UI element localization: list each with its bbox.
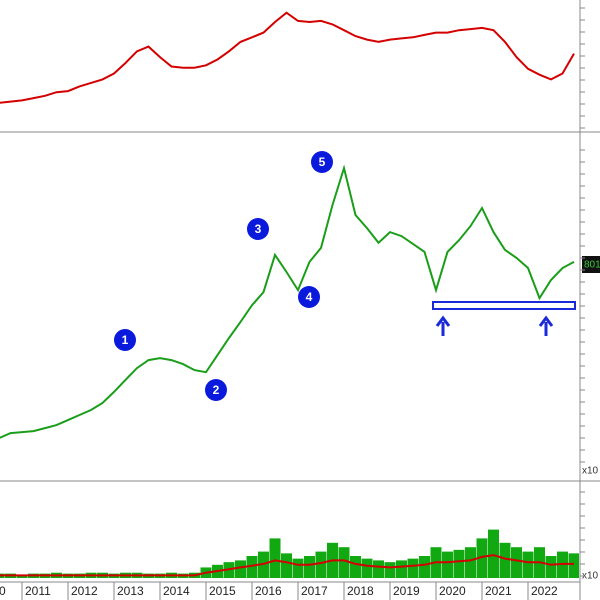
annotation-marker: [114, 329, 136, 351]
annotation-label: 5: [319, 155, 326, 169]
x-tick-label: 2012: [71, 584, 98, 598]
x-tick-label: 2010: [0, 584, 6, 598]
scale-label: x10: [582, 571, 599, 582]
price-tag-box: [582, 256, 600, 273]
bar: [453, 549, 465, 578]
annotation-label: 1: [122, 333, 129, 347]
annotation-marker: [311, 151, 333, 173]
x-tick-label: 2018: [347, 584, 374, 598]
x-tick-label: 2015: [209, 584, 236, 598]
x-tick-label: 2021: [485, 584, 512, 598]
bar: [350, 556, 361, 578]
bar: [338, 547, 350, 578]
data-line: [0, 11, 575, 104]
bar: [396, 560, 407, 578]
bar: [465, 547, 476, 578]
annotation-marker: [298, 286, 320, 308]
annotation-marker: [205, 379, 227, 401]
x-tick-label: 2011: [25, 584, 51, 598]
bar: [442, 551, 453, 578]
bar: [419, 556, 430, 578]
bar: [269, 538, 281, 578]
bar: [361, 558, 373, 578]
bar: [476, 538, 488, 578]
bar: [246, 556, 258, 578]
plot-area: [0, 11, 579, 578]
data-line: [0, 554, 574, 577]
bar: [545, 556, 557, 578]
x-tick-label: 2013: [117, 584, 144, 598]
bar: [568, 553, 579, 578]
bar: [511, 547, 522, 578]
scale-label: x10: [582, 466, 599, 477]
support-box: [432, 301, 576, 310]
annotation-marker: [247, 218, 269, 240]
x-tick-label: 2017: [301, 584, 328, 598]
annotation-label: 4: [306, 290, 313, 304]
bar: [235, 560, 246, 578]
price-tag: 801: [584, 260, 600, 271]
annotation-label: 3: [255, 222, 262, 236]
bar: [281, 553, 292, 578]
x-tick-label: 2020: [439, 584, 466, 598]
bar: [315, 551, 327, 578]
x-tick-label: 2022: [531, 584, 558, 598]
x-tick-label: 2019: [393, 584, 420, 598]
bar: [292, 558, 304, 578]
bar: [488, 529, 499, 578]
arrow: [435, 315, 451, 336]
bar: [407, 558, 419, 578]
arrow: [538, 315, 554, 336]
bar: [373, 560, 384, 578]
data-line: [0, 164, 575, 439]
annotation-label: 2: [213, 383, 220, 397]
x-tick-label: 2014: [163, 584, 190, 598]
bar: [384, 562, 396, 578]
bar: [522, 551, 534, 578]
bar: [499, 542, 511, 578]
bar: [304, 556, 315, 578]
x-tick-label: 2016: [255, 584, 282, 598]
